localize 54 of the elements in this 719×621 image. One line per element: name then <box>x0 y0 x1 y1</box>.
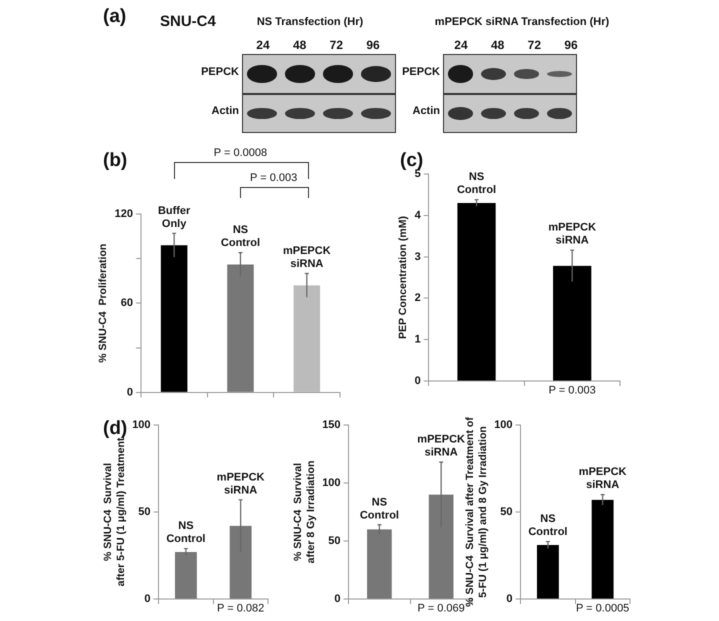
text: mPEPCK siRNA Transfection (Hr) <box>434 16 610 28</box>
x-tick-label: mPEPCK siRNA <box>548 222 596 247</box>
text: P = 0.0008 <box>214 147 268 159</box>
x-tick-label: NS Control <box>528 513 568 538</box>
x-tick-label: Buffer Only <box>158 204 192 230</box>
y-tick-label: 100 <box>322 477 341 490</box>
x-tick-label: NS Control <box>220 224 260 250</box>
y-tick-label: 3 <box>414 250 421 263</box>
text: 24 48 72 96 <box>454 38 578 52</box>
text: Actin <box>412 105 440 117</box>
text: NS Transfection (Hr) <box>256 16 364 28</box>
y-axis-title: PEP Concentration (mM) <box>397 216 410 339</box>
text: P = 0.003 <box>250 172 298 184</box>
chart-title: (b) <box>103 150 128 172</box>
y-axis-title: % SNU-C4 Survival after 5-FU (1 μg/ml) Treatment <box>102 437 127 586</box>
text: PEPCK <box>201 66 239 78</box>
y-tick-label: 0 <box>144 593 151 606</box>
text: PEPCK <box>402 66 440 78</box>
text: P = 0.082 <box>217 602 264 615</box>
x-tick-label: NS Control <box>456 171 496 196</box>
x-tick-label: mPEPCK siRNA <box>578 466 627 492</box>
text: Actin <box>212 105 239 117</box>
text: (a) <box>103 6 126 28</box>
y-tick-label: 50 <box>500 506 513 518</box>
y-tick-label: 0 <box>126 386 133 398</box>
y-tick-label: 100 <box>132 419 151 432</box>
y-axis-title: % SNU-C4 Proliferation <box>97 244 110 363</box>
chart-title: (d) <box>103 418 128 439</box>
y-axis-title: % SNU-C4 Survival after Treatment of 5-FU (1 μg/ml) and 8 Gy Irradiation <box>464 416 489 607</box>
text: P = 0.0005 <box>576 602 630 615</box>
y-tick-label: 100 <box>494 419 513 432</box>
chart-title: (c) <box>400 150 424 171</box>
y-tick-label: 1 <box>414 334 421 346</box>
y-tick-label: 0 <box>334 593 341 606</box>
x-tick-label: mPEPCK siRNA <box>282 245 331 270</box>
y-tick-label: 60 <box>120 297 133 310</box>
x-tick-label: NS Control <box>166 520 206 546</box>
x-tick-label: mPEPCK siRNA <box>216 471 265 496</box>
x-tick-label: mPEPCK siRNA <box>417 434 466 459</box>
y-tick-label: 0 <box>506 593 513 606</box>
x-tick-label: NS Control <box>360 496 399 522</box>
text: 24 48 72 96 <box>256 38 380 52</box>
y-tick-label: 150 <box>322 419 341 432</box>
text: SNU-C4 <box>160 13 216 30</box>
text: P = 0.069 <box>418 602 465 615</box>
text: P = 0.003 <box>548 384 596 397</box>
y-axis-title: % SNU-C4 Survival after 8 Gy Irradiation <box>292 460 317 564</box>
y-tick-label: 5 <box>414 168 421 180</box>
y-tick-label: 4 <box>414 209 422 222</box>
y-tick-label: 50 <box>138 506 151 518</box>
y-tick-label: 50 <box>328 535 341 548</box>
y-tick-label: 120 <box>114 208 133 220</box>
y-tick-label: 0 <box>414 375 421 388</box>
y-tick-label: 2 <box>414 292 421 304</box>
